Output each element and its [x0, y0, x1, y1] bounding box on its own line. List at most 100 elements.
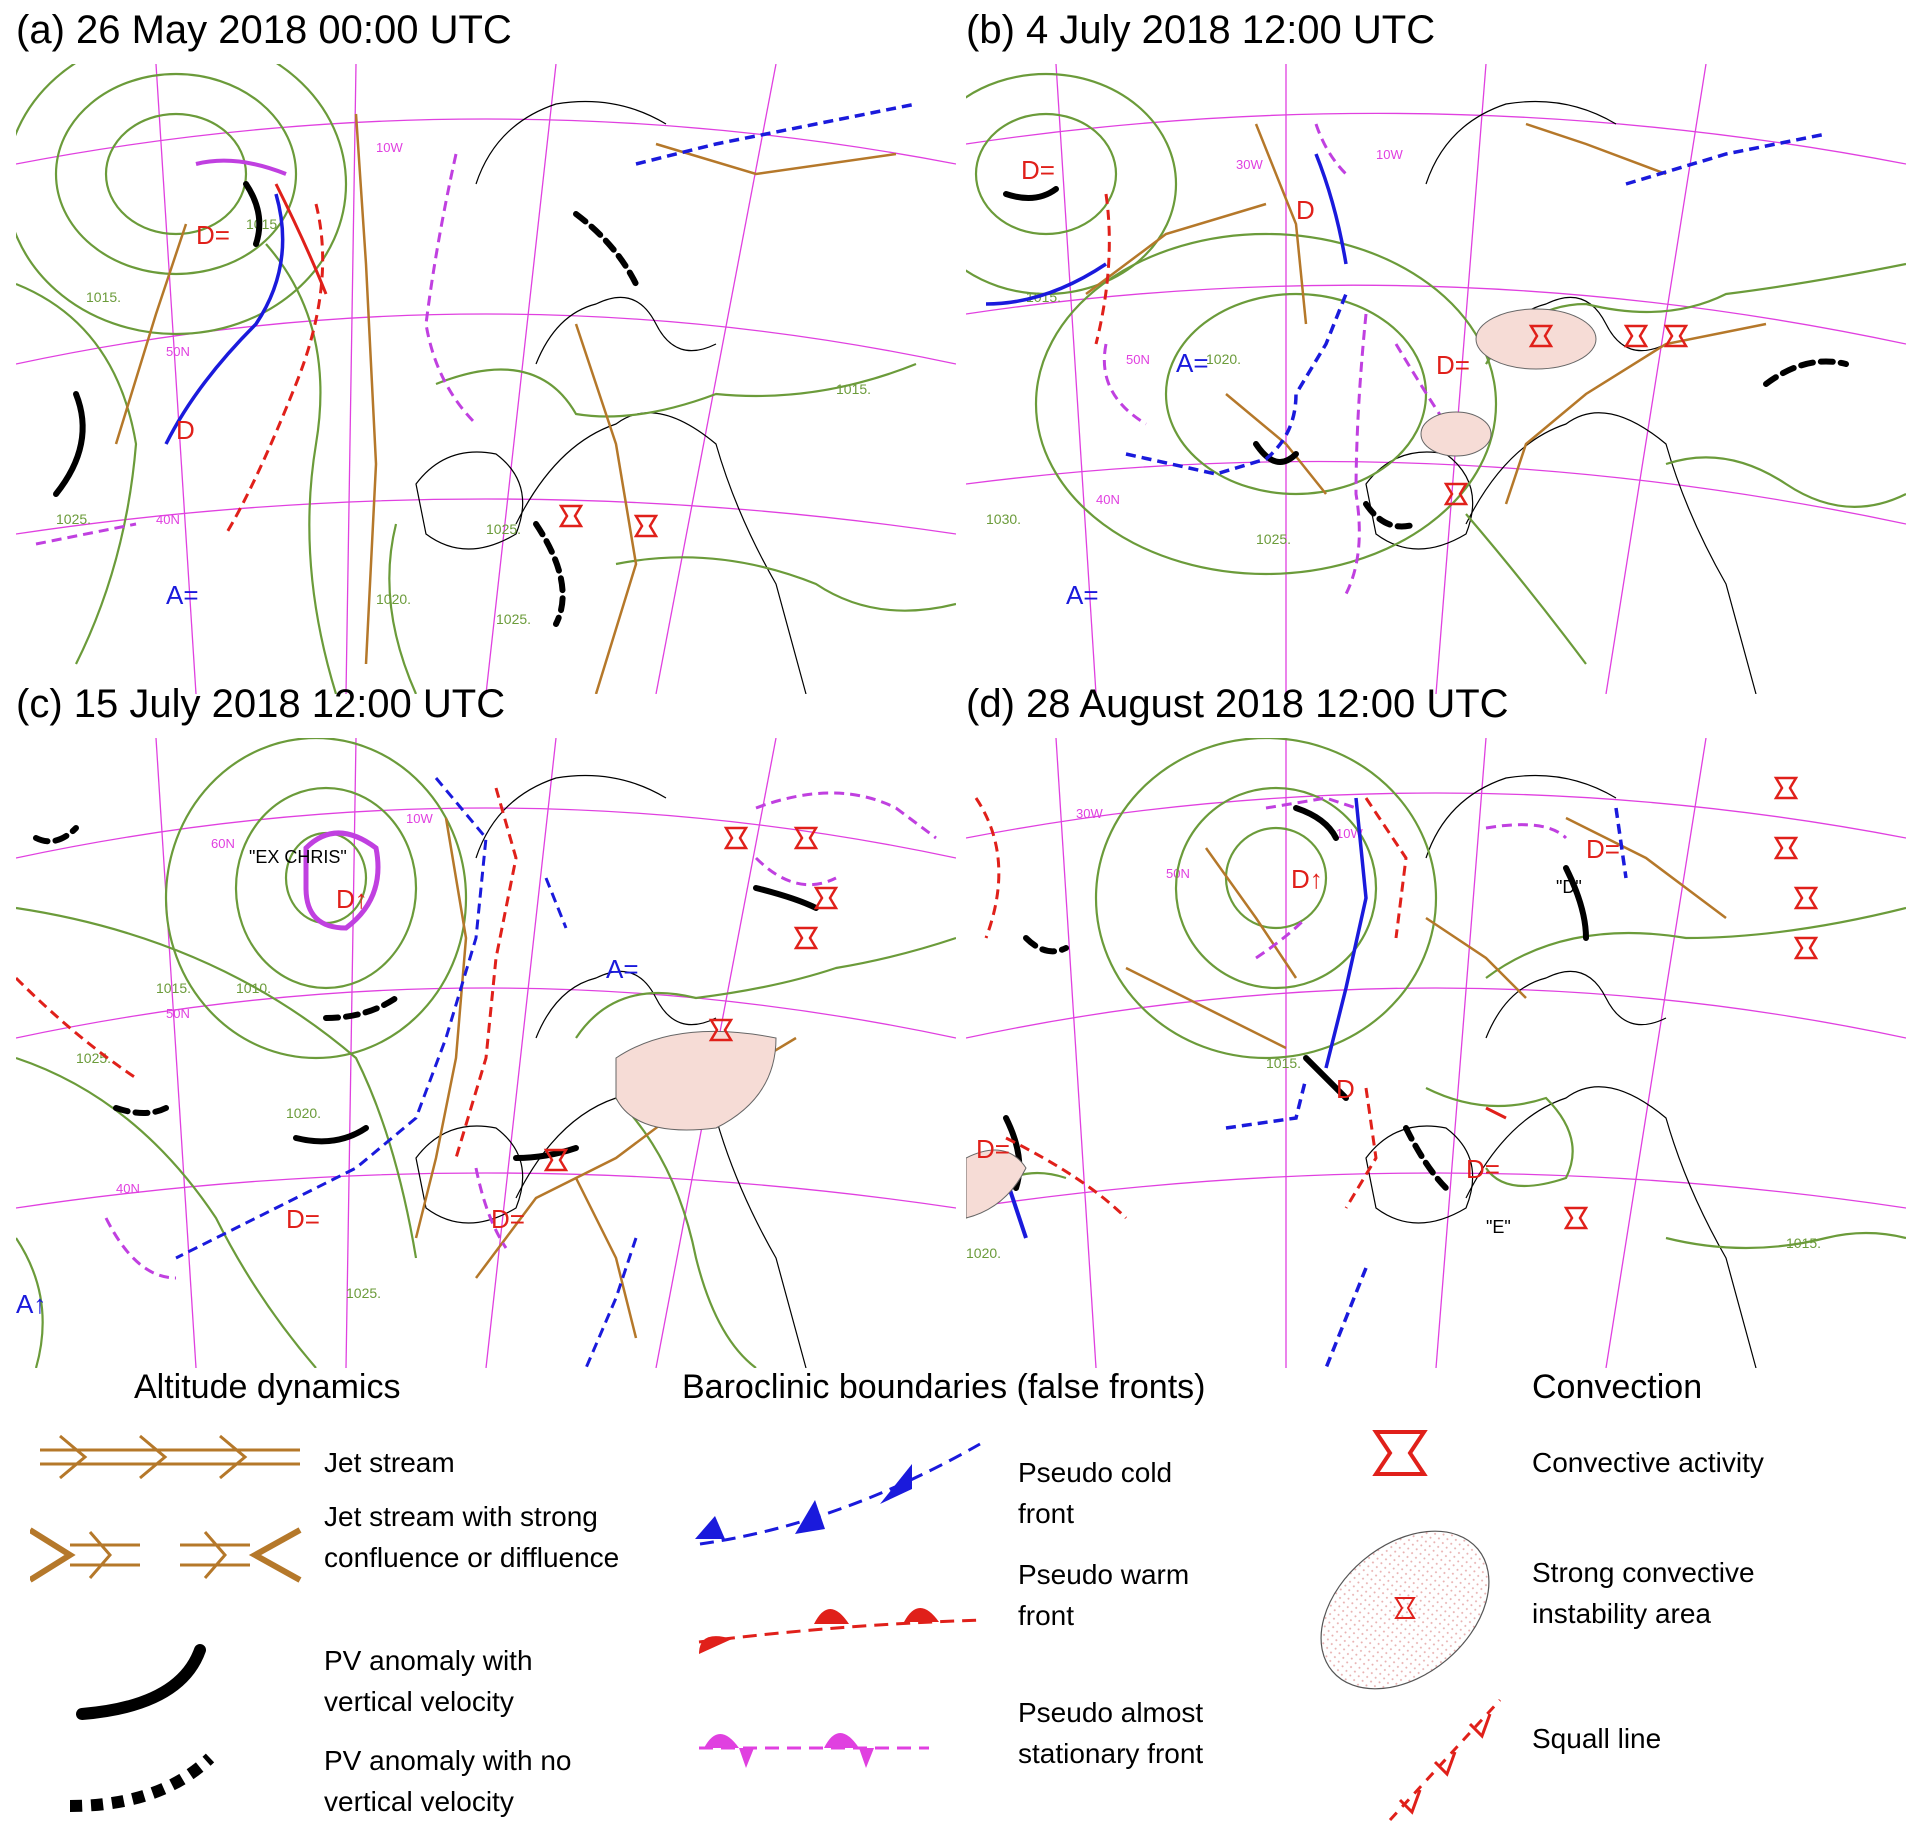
legend-heading-baroclinic: Baroclinic boundaries (false fronts) — [682, 1368, 1206, 1406]
legend-label-pv-inactive: PV anomaly with no vertical velocity — [324, 1745, 572, 1817]
low-pressure-label: D= — [286, 1204, 320, 1234]
legend-label-stationary-front: Pseudo almost stationary front — [1018, 1697, 1204, 1769]
isobar-label: 1025. — [1256, 531, 1291, 547]
isobars — [16, 64, 956, 694]
grid-label: 50N — [1126, 352, 1150, 367]
isobar-label: 1020. — [376, 591, 411, 607]
legend-label-pv-active: PV anomaly with vertical velocity — [324, 1645, 533, 1717]
legend-label-jet-stream: Jet stream — [324, 1447, 455, 1478]
isobar-label: 1010. — [236, 980, 271, 996]
jet-streams — [1125, 816, 1727, 1050]
warm-fronts — [1094, 193, 1111, 345]
jet-streams — [114, 113, 897, 694]
pseudo-stationary-front-icon — [694, 1708, 934, 1778]
squall-line-icon — [1380, 1690, 1510, 1830]
stationary-fronts — [1102, 123, 1448, 595]
instability-area — [615, 1030, 777, 1131]
grid-label: 40N — [116, 1181, 140, 1196]
map-svg: 40N 50N 10W 1015. 1015 1020. 1025. 1025.… — [16, 64, 956, 694]
high-pressure-label: A= — [1066, 580, 1099, 610]
grid-label: 30W — [1236, 157, 1263, 172]
isobar-label: 1025. — [496, 611, 531, 627]
system-annotation: "EX CHRIS" — [249, 847, 347, 867]
high-pressure-label: A= — [1176, 348, 1209, 378]
grid-label: 40N — [1096, 492, 1120, 507]
isobar-label: 1025. — [346, 1285, 381, 1301]
low-pressure-label: D= — [1021, 155, 1055, 185]
cold-fronts — [175, 777, 638, 1368]
lat-lon-grid — [16, 738, 956, 1368]
isobar-label: 1020. — [286, 1105, 321, 1121]
low-pressure-label: D= — [1466, 1154, 1500, 1184]
isobar-label: 1020. — [1206, 351, 1241, 367]
convection-symbols — [1563, 776, 1819, 1230]
low-pressure-label: D — [1336, 1074, 1355, 1104]
grid-label: 50N — [166, 1006, 190, 1021]
instability-area — [966, 1149, 1027, 1219]
jet-stream-icon — [40, 1428, 300, 1488]
instability-area — [1420, 411, 1492, 457]
isobar-label: 1025. — [56, 511, 91, 527]
coastlines — [415, 100, 807, 694]
synoptic-map: 40N 50N 10W 1015. 1015 1020. 1025. 1025.… — [16, 64, 956, 694]
grid-label: 10W — [406, 811, 433, 826]
instability-area-icon — [1300, 1520, 1510, 1700]
legend-label-warm-front: Pseudo warm front — [1018, 1559, 1190, 1631]
pv-anomalies — [1003, 186, 1849, 530]
pv-anomaly-active-icon — [70, 1636, 230, 1726]
isobars — [966, 738, 1906, 1250]
panel-d: (d) 28 August 2018 12:00 UTC 50N 30W 10W — [966, 682, 1906, 1372]
panel-a: (a) 26 May 2018 00:00 UTC 40N 50N 10W — [16, 8, 956, 698]
stationary-fronts — [1255, 796, 1568, 960]
panel-title: (d) 28 August 2018 12:00 UTC — [966, 682, 1509, 726]
isobar-label: 1025. — [486, 521, 521, 537]
convection-symbols — [558, 504, 659, 538]
coastlines — [1365, 774, 1757, 1368]
low-pressure-label: D= — [976, 1134, 1010, 1164]
convection-symbols — [1443, 324, 1689, 506]
synoptic-map: 40N 50N 30W 10W 1015. 1020. 1025. 1030. — [966, 64, 1906, 694]
legend-label-jet-confluence: Jet stream with strong confluence or dif… — [324, 1501, 620, 1573]
legend-label-squall-line: Squall line — [1532, 1723, 1662, 1754]
jet-streams — [1085, 122, 1767, 505]
cold-fronts — [985, 132, 1827, 476]
legend-label-instability-area: Strong convective instability area — [1532, 1557, 1755, 1629]
low-pressure-label: D↑ — [1291, 864, 1323, 894]
isobar-label: 1030. — [986, 511, 1021, 527]
low-pressure-label: D= — [491, 1204, 525, 1234]
high-pressure-label: A= — [606, 954, 639, 984]
occluded-circle — [303, 830, 381, 931]
warm-fronts — [224, 183, 328, 535]
map-svg: 40N 50N 60N 10W 1015. 1010. 1020. 1025. … — [16, 738, 956, 1368]
low-pressure-label: D — [176, 415, 195, 445]
low-pressure-label: D= — [1586, 834, 1620, 864]
isobar-label: 1015. — [1266, 1055, 1301, 1071]
grid-label: 30W — [1076, 806, 1103, 821]
panel-title: (b) 4 July 2018 12:00 UTC — [966, 8, 1436, 52]
synoptic-map: 50N 30W 10W 1015. 1015. 1020. — [966, 738, 1906, 1368]
low-pressure-label: D= — [1436, 350, 1470, 380]
map-svg: 40N 50N 30W 10W 1015. 1020. 1025. 1030. — [966, 64, 1906, 694]
legend-label-convective-activity: Convective activity — [1532, 1447, 1764, 1478]
legend-label-cold-front: Pseudo cold front — [1018, 1457, 1173, 1529]
panel-b: (b) 4 July 2018 12:00 UTC 40N 50N 30W 10… — [966, 8, 1906, 698]
low-pressure-label: D= — [196, 220, 230, 250]
grid-label: 40N — [156, 512, 180, 527]
convective-activity-icon — [1370, 1428, 1430, 1478]
convection-symbols — [543, 826, 839, 1172]
grid-label: 10W — [1376, 147, 1403, 162]
jet-confluence-icon — [30, 1510, 310, 1600]
lat-lon-grid — [16, 64, 956, 694]
pv-anomalies — [1003, 805, 1589, 1191]
pv-anomaly-inactive-icon — [60, 1748, 220, 1818]
coastlines — [1365, 100, 1757, 694]
legend-heading-convection: Convection — [1532, 1368, 1703, 1406]
low-pressure-label: D — [1296, 195, 1315, 225]
grid-label: 10W — [376, 140, 403, 155]
low-pressure-label: D↑ — [336, 884, 368, 914]
high-pressure-label: A= — [166, 580, 199, 610]
warm-fronts — [16, 787, 518, 1159]
legend-heading-altitude: Altitude dynamics — [134, 1368, 401, 1406]
pv-anomalies — [53, 181, 639, 627]
pseudo-warm-front-icon — [694, 1594, 994, 1664]
